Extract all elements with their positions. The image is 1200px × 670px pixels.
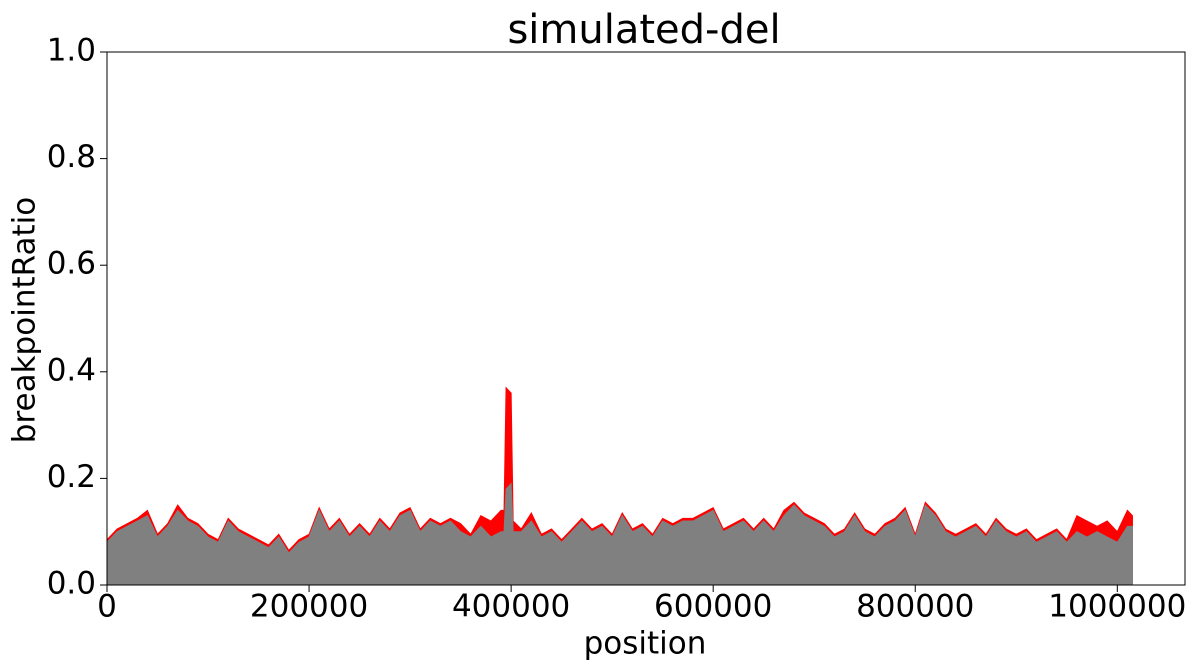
- y-tick-label: 0.6: [47, 246, 96, 282]
- area-series: [106, 482, 1133, 586]
- y-axis-label: breakpointRatio: [7, 197, 43, 443]
- y-tick-label: 1.0: [47, 33, 96, 69]
- x-tick-label: 400000: [452, 589, 570, 625]
- x-tick-label: 0: [97, 589, 117, 625]
- x-tick-label: 800000: [856, 589, 974, 625]
- plot-frame: [106, 51, 1186, 586]
- x-tick-label: 600000: [654, 589, 772, 625]
- y-tick-label: 0.8: [47, 139, 96, 175]
- y-tick-label: 0.2: [47, 459, 96, 495]
- x-axis-label: position: [584, 626, 707, 662]
- y-tick-label: 0.4: [47, 352, 96, 388]
- x-tick-label: 200000: [250, 589, 368, 625]
- y-tick-label: 0.0: [47, 566, 96, 602]
- chart-title: simulated-del: [507, 7, 780, 53]
- x-tick-label: 1000000: [1048, 589, 1186, 625]
